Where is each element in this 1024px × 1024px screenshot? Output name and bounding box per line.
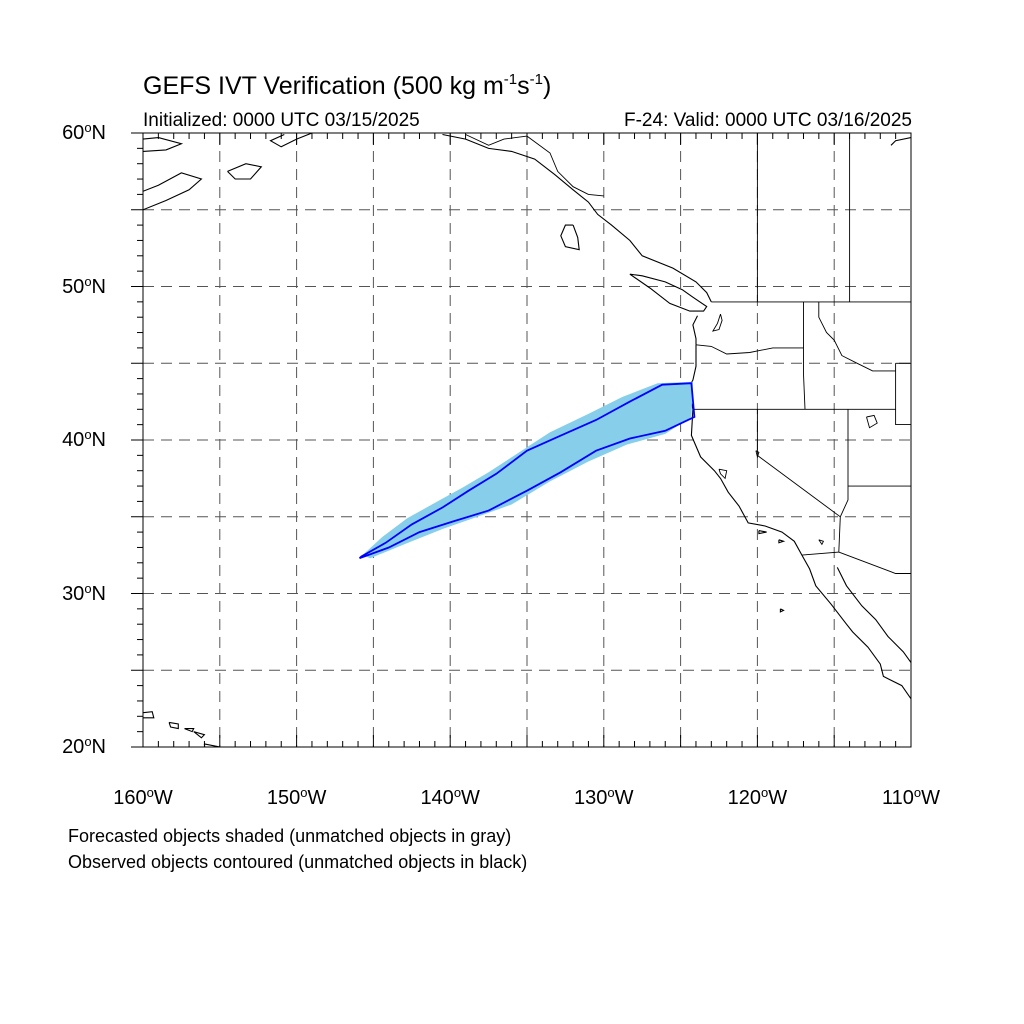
lon-label-number: 160 xyxy=(113,787,147,809)
inland-water xyxy=(718,468,728,480)
coastline xyxy=(269,133,313,148)
lon-label-hemisphere: W xyxy=(153,787,173,809)
initialized-time: Initialized: 0000 UTC 03/15/2025 xyxy=(143,110,420,131)
degree-symbol: o xyxy=(84,120,92,135)
title-exponent-2: -1 xyxy=(529,71,543,88)
inland-water xyxy=(711,313,723,332)
political-border xyxy=(818,301,896,372)
lat-label-number: 20 xyxy=(62,736,85,758)
political-border xyxy=(895,363,911,426)
lat-label-number: 50 xyxy=(62,275,85,298)
island xyxy=(758,530,767,535)
degree-symbol: o xyxy=(607,785,615,800)
island xyxy=(168,721,179,730)
degree-symbol: o xyxy=(913,785,922,800)
title-exponent-1: -1 xyxy=(503,71,518,88)
lat-label-hemisphere: N xyxy=(91,429,106,451)
lon-label-hemisphere: W xyxy=(921,787,940,809)
political-border xyxy=(803,373,806,410)
lon-label-number: 110 xyxy=(881,787,914,809)
lon-label: 120oW xyxy=(707,785,807,810)
coastline xyxy=(836,567,911,663)
lon-label-number: 140 xyxy=(420,787,454,809)
coastline xyxy=(143,137,184,152)
observed-object-contour xyxy=(358,382,696,560)
lat-label-number: 30 xyxy=(62,582,85,605)
graticule xyxy=(143,133,911,747)
lat-label: 50oN xyxy=(46,274,106,299)
political-border xyxy=(756,409,841,518)
lat-label: 30oN xyxy=(46,581,106,606)
island xyxy=(184,728,195,733)
lon-label-number: 120 xyxy=(727,787,762,809)
lat-label-hemisphere: N xyxy=(91,582,106,605)
political-border xyxy=(839,409,849,517)
lon-label-hemisphere: W xyxy=(307,787,327,809)
footer-note-observed: Observed objects contoured (unmatched ob… xyxy=(68,852,528,872)
political-border xyxy=(838,551,911,574)
coastline xyxy=(227,163,263,180)
coastline xyxy=(629,273,708,312)
map-frame xyxy=(142,132,912,748)
island xyxy=(143,711,155,719)
title-close: ) xyxy=(542,72,552,100)
political-border xyxy=(465,134,604,197)
axis-ticks xyxy=(131,132,912,748)
lat-label: 60oN xyxy=(46,120,106,145)
title-main: GEFS IVT Verification (500 kg m xyxy=(143,72,504,100)
coastline xyxy=(560,224,580,251)
coastline xyxy=(687,387,911,700)
degree-symbol: o xyxy=(84,427,92,442)
lon-label: 130oW xyxy=(554,785,654,810)
degree-symbol: o xyxy=(300,785,308,800)
island xyxy=(779,608,785,613)
coastline xyxy=(890,137,911,146)
island xyxy=(203,743,221,747)
coastline xyxy=(143,172,203,211)
lat-label: 20oN xyxy=(46,734,106,759)
degree-symbol: o xyxy=(84,273,92,289)
lon-label-hemisphere: W xyxy=(461,787,480,809)
degree-symbol: o xyxy=(84,580,92,596)
lake xyxy=(866,414,878,429)
coastline xyxy=(442,133,712,303)
chart-title: GEFS IVT Verification (500 kg m-1s-1) xyxy=(143,72,551,101)
lon-label-hemisphere: W xyxy=(768,787,788,809)
lake xyxy=(818,539,825,546)
lon-label: 140oW xyxy=(400,785,500,810)
lon-label-number: 130 xyxy=(574,787,608,809)
lon-label: 160oW xyxy=(93,785,193,810)
lon-label: 150oW xyxy=(247,785,347,810)
degree-symbol: o xyxy=(146,785,154,800)
degree-symbol: o xyxy=(84,734,92,749)
island xyxy=(778,539,786,544)
degree-symbol: o xyxy=(453,785,462,800)
coastline xyxy=(687,344,697,389)
lon-label-hemisphere: W xyxy=(614,787,634,809)
island xyxy=(193,731,206,739)
valid-time: F-24: Valid: 0000 UTC 03/16/2025 xyxy=(624,110,912,131)
lat-label-hemisphere: N xyxy=(91,275,106,298)
lake xyxy=(755,450,760,459)
footer-note-forecast: Forecasted objects shaded (unmatched obj… xyxy=(68,826,512,846)
forecast-object-shaded xyxy=(362,381,693,559)
lon-label: 110oW xyxy=(861,785,961,810)
coastlines-and-borders xyxy=(143,133,911,747)
political-border xyxy=(695,344,804,355)
lat-label-hemisphere: N xyxy=(91,122,106,144)
lon-label-number: 150 xyxy=(266,787,301,809)
lat-label: 40oN xyxy=(46,427,106,452)
coastline xyxy=(692,315,698,345)
ivt-objects xyxy=(358,381,696,560)
degree-symbol: o xyxy=(761,785,769,800)
lat-label-number: 60 xyxy=(62,122,85,144)
lat-label-hemisphere: N xyxy=(91,736,106,758)
lat-label-number: 40 xyxy=(62,429,85,451)
title-mid: s xyxy=(517,72,530,100)
